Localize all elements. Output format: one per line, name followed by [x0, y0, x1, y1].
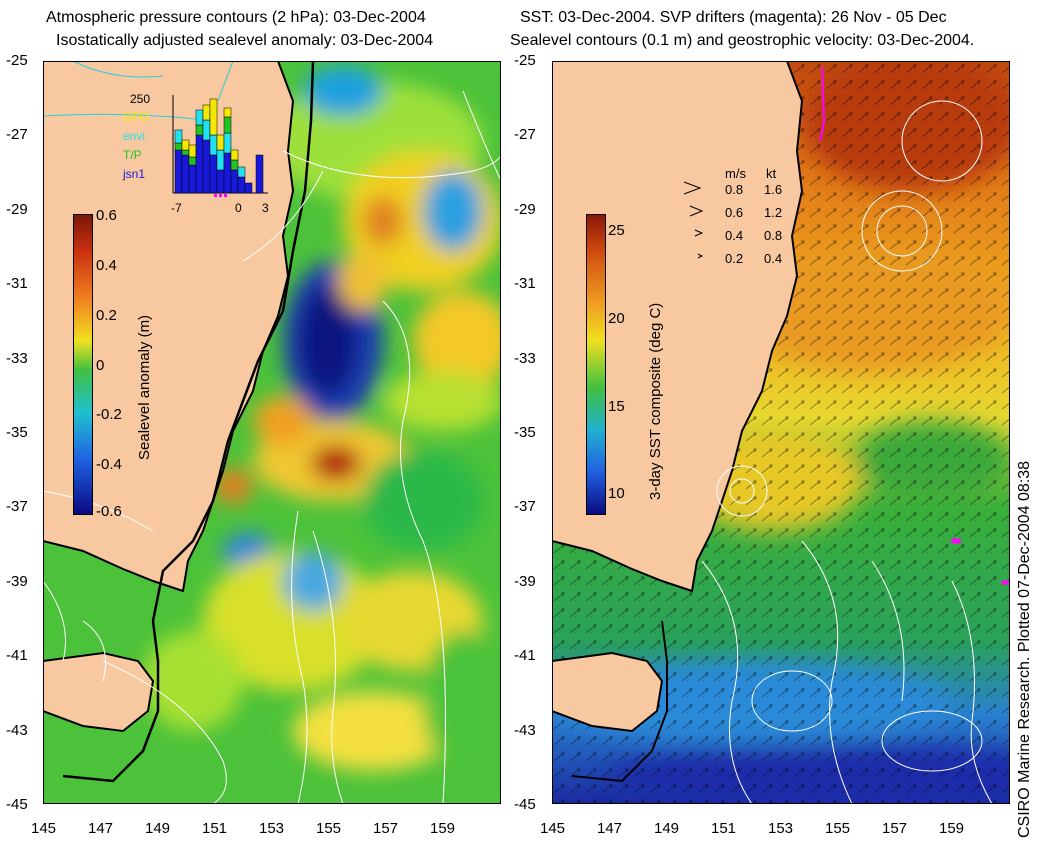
velocity-legend-kt-header: kt	[766, 166, 777, 181]
sealevel-colorbar	[73, 214, 93, 515]
sealevel-tick-1: 0.4	[96, 257, 117, 274]
velocity-legend-kt-1: 1.2	[764, 205, 783, 220]
sst-tick-2: 15	[608, 398, 625, 415]
right-lat-tick-0: -25	[514, 52, 536, 69]
inset-legend-tp: T/P	[123, 148, 142, 162]
inset-xtick-0: -7	[171, 201, 182, 215]
left-lat-tick-9: -43	[6, 722, 28, 739]
velocity-legend-kt-0: 1.6	[764, 182, 783, 197]
left-title-line2: Isostatically adjusted sealevel anomaly:…	[56, 32, 434, 49]
velocity-legend-arrows	[683, 181, 704, 259]
right-lat-tick-6: -37	[514, 498, 536, 515]
left-title-line1: Atmospheric pressure contours (2 hPa): 0…	[46, 9, 426, 26]
left-lon-tick-2: 149	[145, 820, 171, 837]
left-lat-tick-7: -39	[6, 573, 28, 590]
right-lon-tick-1: 147	[597, 820, 623, 837]
right-lat-tick-8: -41	[514, 647, 536, 664]
sealevel-colorbar-label: Sealevel anomaly (m)	[136, 314, 153, 460]
sealevel-tick-6: -0.6	[96, 503, 122, 520]
right-lat-tick-2: -29	[514, 201, 536, 218]
left-lat-tick-3: -31	[6, 275, 28, 292]
sealevel-tick-4: -0.2	[96, 406, 122, 423]
velocity-legend-ms-0: 0.8	[725, 182, 744, 197]
left-lat-tick-2: -29	[6, 201, 28, 218]
left-lat-tick-8: -41	[6, 647, 28, 664]
sealevel-tick-0: 0.6	[96, 207, 117, 224]
right-lat-tick-3: -31	[514, 275, 536, 292]
left-lat-tick-10: -45	[6, 796, 28, 813]
right-lon-tick-2: 149	[654, 820, 680, 837]
right-lat-tick-9: -43	[514, 722, 536, 739]
sst-colorbar-label: 3-day SST composite (deg C)	[647, 302, 664, 500]
left-lon-tick-7: 159	[430, 820, 456, 837]
inset-xtick-1: 0	[235, 201, 242, 215]
inset-ymax: 250	[130, 92, 151, 106]
left-lat-tick-4: -33	[6, 350, 28, 367]
left-lon-tick-0: 145	[31, 820, 57, 837]
velocity-legend-ms-2: 0.4	[725, 228, 744, 243]
left-lat-tick-0: -25	[6, 52, 28, 69]
sealevel-tick-2: 0.2	[96, 307, 117, 324]
inset-legend-gfo: GFO	[123, 110, 149, 124]
left-map	[43, 61, 501, 804]
velocity-legend-ms-3: 0.2	[725, 251, 744, 266]
right-lon-tick-5: 155	[825, 820, 851, 837]
left-lon-tick-5: 155	[316, 820, 342, 837]
left-lat-tick-1: -27	[6, 126, 28, 143]
inset-histogram	[172, 95, 268, 197]
velocity-legend-kt-3: 0.4	[764, 251, 783, 266]
sst-colorbar	[586, 214, 606, 515]
velocity-legend-kt-2: 0.8	[764, 228, 783, 243]
right-lat-tick-4: -33	[514, 350, 536, 367]
right-title-line1: SST: 03-Dec-2004. SVP drifters (magenta)…	[520, 9, 947, 26]
sst-tick-3: 10	[608, 485, 625, 502]
right-lat-tick-7: -39	[514, 573, 536, 590]
sealevel-tick-5: -0.4	[96, 456, 122, 473]
left-lon-tick-6: 157	[373, 820, 399, 837]
right-lat-tick-5: -35	[514, 424, 536, 441]
credit-text: CSIRO Marine Research. Plotted 07-Dec-20…	[1016, 460, 1033, 838]
right-title-line2: Sealevel contours (0.1 m) and geostrophi…	[510, 32, 975, 49]
right-lat-tick-1: -27	[514, 126, 536, 143]
right-lon-tick-7: 159	[939, 820, 965, 837]
sst-tick-0: 25	[608, 222, 625, 239]
right-lon-tick-0: 145	[540, 820, 566, 837]
right-lon-tick-4: 153	[768, 820, 794, 837]
velocity-legend-ms-1: 0.6	[725, 205, 744, 220]
left-lat-tick-6: -37	[6, 498, 28, 515]
left-lon-tick-1: 147	[88, 820, 114, 837]
velocity-legend-ms-header: m/s	[725, 166, 746, 181]
sst-tick-1: 20	[608, 310, 625, 327]
left-lon-tick-3: 151	[202, 820, 228, 837]
right-lon-tick-6: 157	[882, 820, 908, 837]
sealevel-tick-3: 0	[96, 357, 105, 374]
right-map	[552, 61, 1010, 804]
inset-legend-envi: envi	[123, 129, 146, 143]
right-lon-tick-3: 151	[711, 820, 737, 837]
left-lat-tick-5: -35	[6, 424, 28, 441]
left-lon-tick-4: 153	[259, 820, 285, 837]
inset-xtick-2: 3	[262, 201, 269, 215]
inset-legend-jsn1: jsn1	[123, 167, 146, 181]
right-lat-tick-10: -45	[514, 796, 536, 813]
